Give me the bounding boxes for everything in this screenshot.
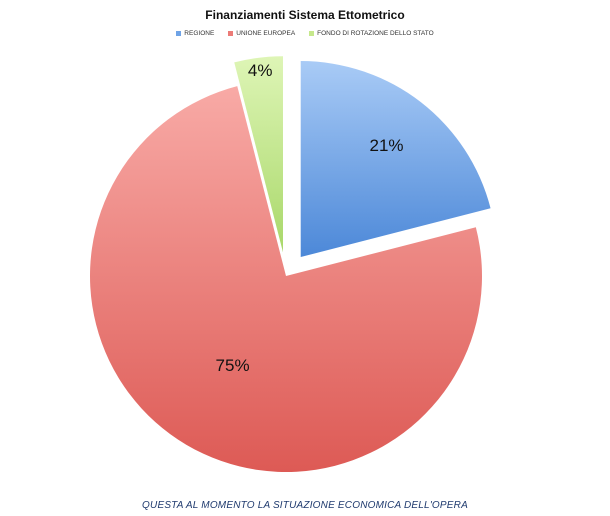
legend-label-regione: REGIONE <box>184 30 215 37</box>
legend-swatch-regione <box>176 31 182 36</box>
legend-item-fondo-rotazione: FONDO DI ROTAZIONE DELLO STATO <box>309 30 434 37</box>
legend-item-unione-europea: UNIONE EUROPEA <box>228 30 295 37</box>
slice-label-regione: 21% <box>370 136 404 155</box>
legend-swatch-unione-europea <box>228 31 234 36</box>
page-caption: QUESTA AL MOMENTO LA SITUAZIONE ECONOMIC… <box>142 500 468 511</box>
legend: REGIONE UNIONE EUROPEA FONDO DI ROTAZION… <box>0 30 610 37</box>
legend-swatch-fondo-rotazione <box>309 31 315 36</box>
slice-label-fondo-rotazione: 4% <box>248 61 273 80</box>
legend-label-fondo-rotazione: FONDO DI ROTAZIONE DELLO STATO <box>317 30 434 37</box>
legend-label-unione-europea: UNIONE EUROPEA <box>236 30 296 37</box>
chart-title: Finanziamenti Sistema Ettometrico <box>205 8 405 22</box>
pie-labels: 21% 75% 4% <box>216 61 404 375</box>
legend-item-regione: REGIONE <box>176 30 214 37</box>
pie-slices <box>89 56 491 472</box>
pie-slice-regione <box>300 61 491 258</box>
pie-slice-unione-europea <box>89 86 483 472</box>
pie-slice-fondo-rotazione <box>234 56 283 253</box>
slice-label-unione-europea: 75% <box>216 356 250 375</box>
